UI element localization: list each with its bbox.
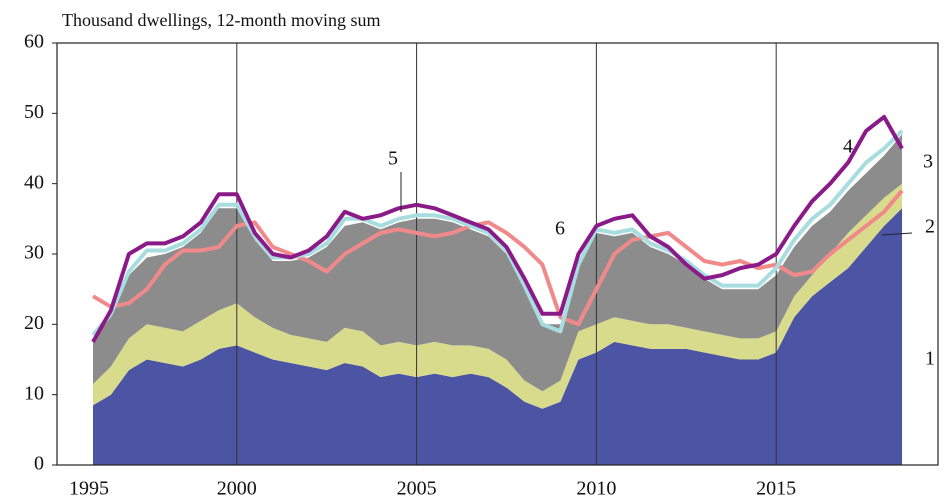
area bbox=[93, 183, 902, 409]
y-tick-label: 10 bbox=[24, 382, 44, 404]
series-label: 1 bbox=[925, 348, 935, 370]
area bbox=[93, 208, 902, 466]
x-tick-label: 2010 bbox=[576, 478, 616, 500]
series-label: 2 bbox=[925, 216, 935, 238]
y-tick-label: 30 bbox=[24, 242, 44, 264]
x-tick-label: 2000 bbox=[217, 478, 257, 500]
series-label: 3 bbox=[923, 151, 933, 173]
x-tick-label: 2005 bbox=[397, 478, 437, 500]
series-label: 5 bbox=[388, 148, 398, 170]
y-tick-label: 20 bbox=[24, 312, 44, 334]
series-label: 6 bbox=[555, 218, 565, 240]
line bbox=[91, 189, 904, 327]
y-tick-label: 60 bbox=[24, 31, 44, 53]
area bbox=[93, 134, 902, 392]
chart-subtitle: Thousand dwellings, 12-month moving sum bbox=[62, 10, 381, 30]
x-tick-label: 1995 bbox=[69, 478, 109, 500]
line bbox=[91, 114, 904, 343]
y-tick-label: 0 bbox=[34, 453, 44, 475]
series-label: 4 bbox=[843, 136, 853, 158]
leader-line bbox=[881, 232, 913, 236]
x-tick-label: 2015 bbox=[756, 478, 796, 500]
y-tick-label: 50 bbox=[24, 101, 44, 123]
line bbox=[91, 129, 904, 337]
y-tick-label: 40 bbox=[24, 171, 44, 193]
